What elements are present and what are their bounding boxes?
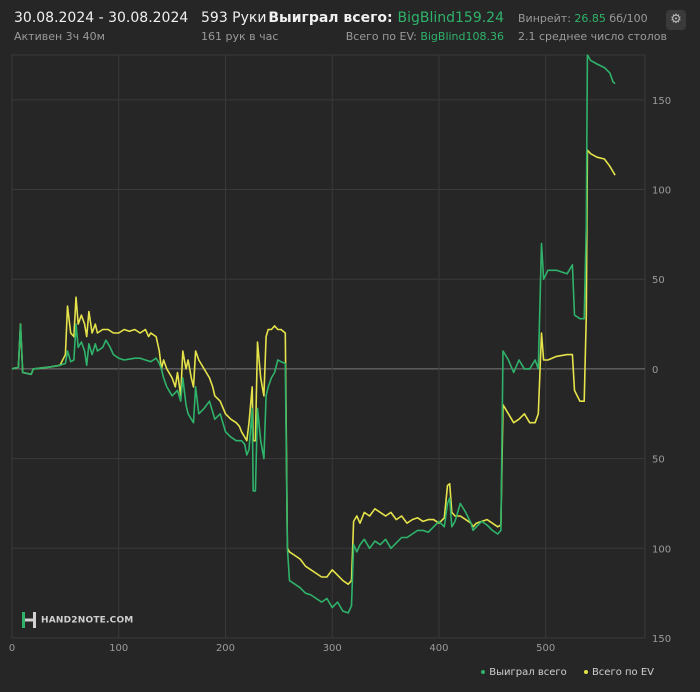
total-ev-value: BigBlind108.36 (420, 30, 504, 43)
legend-item-won[interactable]: Выиграл всего (481, 667, 567, 678)
plot-frame (11, 54, 646, 639)
y-tick-label: 150 (652, 96, 671, 107)
winrate-label: Винрейт: (518, 12, 571, 25)
series-line-ev (11, 149, 616, 585)
settings-button[interactable]: ⚙ (666, 10, 686, 30)
header-bar: 30.08.2024 - 30.08.2024 Активен 3ч 40м 5… (0, 0, 700, 50)
y-tick-label: 100 (652, 544, 671, 555)
winrate-value: 26.85 (574, 12, 606, 25)
hand2note-logo-icon (22, 612, 36, 628)
hands-per-hour: 161 рук в час (201, 30, 279, 43)
legend-won-label: Выиграл всего (489, 667, 567, 678)
y-tick-label: 50 (652, 455, 665, 466)
winrate: Винрейт: 26.85 бб/100 (518, 12, 648, 25)
total-ev-label: Всего по EV: (345, 30, 417, 43)
chart-legend: Выиграл всего Всего по EV (467, 667, 654, 678)
avg-tables: 2.1 среднее число столов (518, 30, 667, 43)
x-tick-label: 200 (216, 643, 235, 654)
x-tick-label: 300 (323, 643, 342, 654)
legend-ev-marker (583, 670, 588, 674)
series-line-won (11, 54, 616, 614)
y-tick-label: 150 (652, 634, 671, 645)
y-tick-label: 0 (652, 365, 658, 376)
legend-won-marker (481, 670, 486, 674)
x-tick-label: 0 (9, 643, 15, 654)
x-tick-label: 100 (109, 643, 128, 654)
x-tick-label: 400 (429, 643, 448, 654)
hand2note-logo-text: HAND2NOTE.COM (41, 615, 134, 626)
total-won: Выиграл всего: BigBlind159.24 (268, 10, 504, 26)
active-time: Активен 3ч 40м (14, 30, 105, 43)
date-range: 30.08.2024 - 30.08.2024 (14, 10, 189, 26)
y-tick-label: 50 (652, 275, 665, 286)
hands-count: 593 Руки (201, 10, 267, 26)
y-tick-label: 100 (652, 186, 671, 197)
gear-icon: ⚙ (670, 12, 682, 27)
legend-ev-label: Всего по EV (591, 667, 654, 678)
total-won-label: Выиграл всего: (268, 10, 393, 26)
total-won-value: BigBlind159.24 (397, 10, 504, 26)
legend-item-ev[interactable]: Всего по EV (583, 667, 654, 678)
total-ev: Всего по EV: BigBlind108.36 (346, 30, 504, 43)
winrate-unit: бб/100 (609, 12, 648, 25)
x-tick-label: 500 (536, 643, 555, 654)
hand2note-logo: HAND2NOTE.COM (22, 612, 133, 628)
